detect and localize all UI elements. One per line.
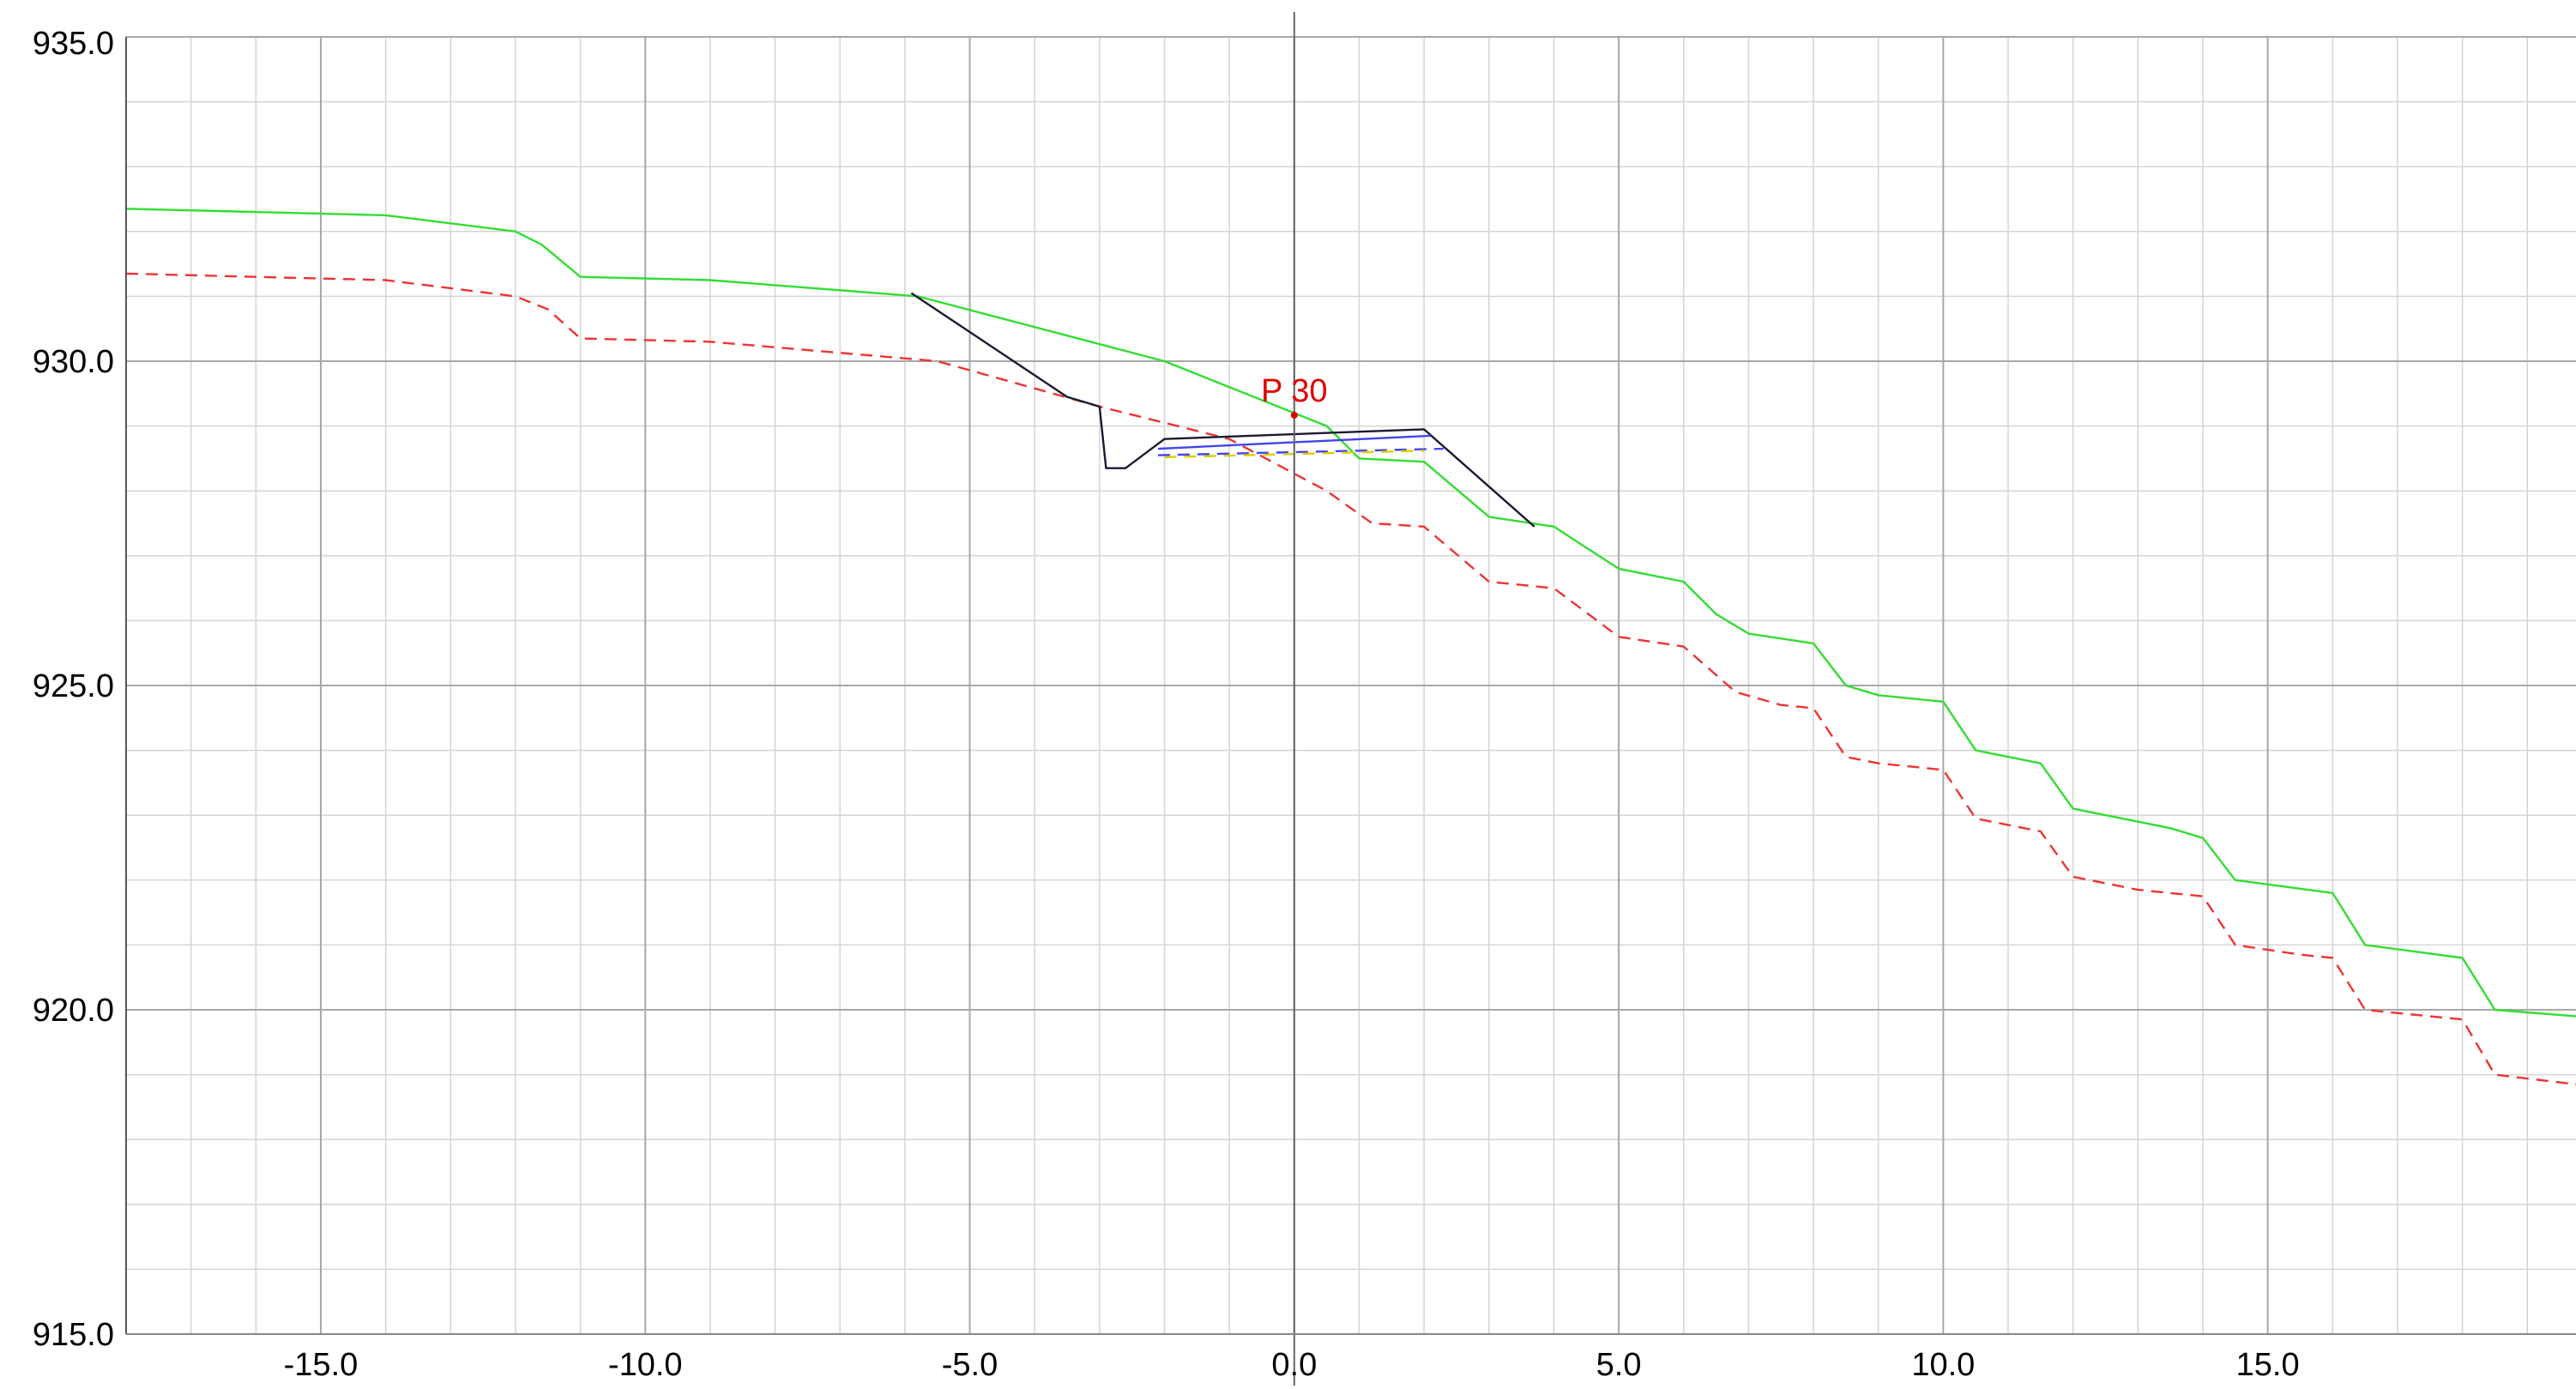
x-tick-label: -5.0	[942, 1347, 998, 1383]
series-layer	[125, 208, 2576, 1086]
y-tick-label: 925.0	[33, 668, 114, 704]
annotation-label: P 30	[1261, 373, 1327, 409]
y-tick-label: 930.0	[33, 344, 114, 380]
y-tick-label: 935.0	[33, 26, 114, 62]
x-tick-label: -15.0	[284, 1347, 359, 1383]
major-grid	[126, 36, 2576, 1335]
y-tick-label: 920.0	[33, 993, 114, 1029]
series-line-5	[1157, 447, 1444, 456]
x-tick-label: 10.0	[1911, 1347, 1975, 1383]
tick-labels: -15.0 -10.0 -5.0 0.0 5.0 10.0 15.0 915.0 920.0 92…	[33, 26, 2300, 1383]
x-tick-label: -10.0	[608, 1347, 683, 1383]
annotations: P 30	[1261, 373, 1328, 419]
x-tick-label: 5.0	[1596, 1347, 1642, 1383]
x-tick-label: 0.0	[1271, 1347, 1317, 1383]
series-line-2	[125, 272, 2576, 1086]
series-line-1	[125, 208, 2576, 1018]
x-tick-label: 15.0	[2236, 1347, 2300, 1383]
y-tick-label: 915.0	[33, 1317, 114, 1353]
annotation-marker	[1290, 411, 1298, 419]
axis-layer	[125, 12, 2576, 1386]
series-line-3	[910, 292, 1535, 528]
